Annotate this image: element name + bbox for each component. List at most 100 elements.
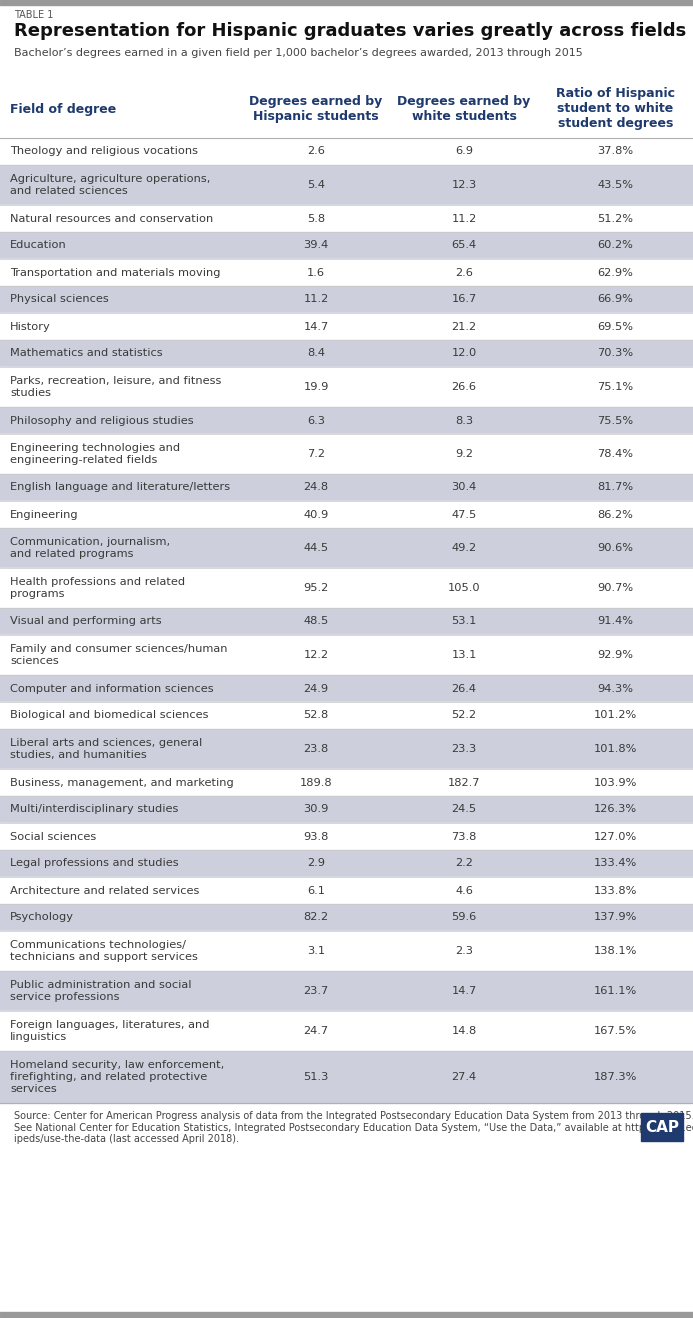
Text: Representation for Hispanic graduates varies greatly across fields: Representation for Hispanic graduates va… [14, 22, 686, 40]
Text: 16.7: 16.7 [451, 294, 477, 304]
Text: 47.5: 47.5 [451, 510, 477, 519]
Text: Engineering technologies and
engineering-related fields: Engineering technologies and engineering… [10, 443, 180, 465]
Text: Source: Center for American Progress analysis of data from the Integrated Postse: Source: Center for American Progress ana… [14, 1111, 693, 1144]
Bar [0, 286, 693, 312]
Text: 23.7: 23.7 [304, 986, 328, 996]
Text: Communications technologies/
technicians and support services: Communications technologies/ technicians… [10, 940, 198, 962]
Bar [0, 702, 693, 729]
Bar [0, 312, 693, 340]
Text: 2.6: 2.6 [455, 268, 473, 278]
Text: 75.5%: 75.5% [597, 415, 633, 426]
Bar [0, 904, 693, 931]
Bar [0, 876, 693, 904]
Bar [0, 232, 693, 260]
Bar [0, 206, 693, 232]
Text: Communication, journalism,
and related programs: Communication, journalism, and related p… [10, 538, 170, 559]
Text: 19.9: 19.9 [304, 382, 328, 391]
Text: 27.4: 27.4 [451, 1072, 477, 1082]
Bar [0, 260, 693, 286]
Text: 48.5: 48.5 [304, 617, 328, 626]
Bar [0, 1011, 693, 1050]
Text: 82.2: 82.2 [304, 912, 328, 923]
Text: 66.9%: 66.9% [597, 294, 633, 304]
Text: Ratio of Hispanic
student to white
student degrees: Ratio of Hispanic student to white stude… [556, 87, 675, 130]
Text: 93.8: 93.8 [304, 832, 328, 841]
Text: Theology and religious vocations: Theology and religious vocations [10, 146, 198, 157]
Text: 70.3%: 70.3% [597, 348, 633, 358]
Bar [0, 796, 693, 822]
Bar [641, 1112, 683, 1141]
Text: Architecture and related services: Architecture and related services [10, 886, 200, 895]
Text: Engineering: Engineering [10, 510, 78, 519]
Text: Multi/interdisciplinary studies: Multi/interdisciplinary studies [10, 804, 178, 815]
Text: Transportation and materials moving: Transportation and materials moving [10, 268, 220, 278]
Text: 90.6%: 90.6% [597, 543, 633, 554]
Bar [0, 501, 693, 529]
Text: Liberal arts and sciences, general
studies, and humanities: Liberal arts and sciences, general studi… [10, 738, 202, 759]
Text: 40.9: 40.9 [304, 510, 328, 519]
Text: 105.0: 105.0 [448, 583, 480, 593]
Text: Social sciences: Social sciences [10, 832, 96, 841]
Text: 51.3: 51.3 [304, 1072, 328, 1082]
Text: 69.5%: 69.5% [597, 322, 633, 332]
Text: History: History [10, 322, 51, 332]
Text: Visual and performing arts: Visual and performing arts [10, 617, 161, 626]
Text: 62.9%: 62.9% [597, 268, 633, 278]
Text: 126.3%: 126.3% [594, 804, 637, 815]
Text: 24.7: 24.7 [304, 1025, 328, 1036]
Text: 52.8: 52.8 [304, 710, 328, 721]
Bar [0, 165, 693, 206]
Text: 12.2: 12.2 [304, 650, 328, 660]
Text: 78.4%: 78.4% [597, 449, 633, 459]
Text: 43.5%: 43.5% [597, 181, 633, 190]
Text: 91.4%: 91.4% [597, 617, 633, 626]
Text: 53.1: 53.1 [451, 617, 477, 626]
Text: 11.2: 11.2 [304, 294, 328, 304]
Bar [0, 434, 693, 474]
Text: 133.4%: 133.4% [594, 858, 637, 869]
Text: 189.8: 189.8 [299, 778, 333, 787]
Bar [0, 635, 693, 675]
Bar [0, 80, 693, 138]
Text: 6.9: 6.9 [455, 146, 473, 157]
Text: 7.2: 7.2 [307, 449, 325, 459]
Text: 101.2%: 101.2% [594, 710, 637, 721]
Text: TABLE 1: TABLE 1 [14, 11, 53, 20]
Text: 1.6: 1.6 [307, 268, 325, 278]
Text: Mathematics and statistics: Mathematics and statistics [10, 348, 163, 358]
Bar [0, 729, 693, 768]
Text: 52.2: 52.2 [451, 710, 477, 721]
Text: 95.2: 95.2 [304, 583, 328, 593]
Text: English language and literature/letters: English language and literature/letters [10, 482, 230, 493]
Text: Foreign languages, literatures, and
linguistics: Foreign languages, literatures, and ling… [10, 1020, 209, 1041]
Text: 23.3: 23.3 [451, 743, 477, 754]
Bar [0, 608, 693, 635]
Bar [0, 568, 693, 608]
Text: 73.8: 73.8 [451, 832, 477, 841]
Text: 3.1: 3.1 [307, 946, 325, 956]
Text: 26.4: 26.4 [452, 684, 477, 693]
Text: 37.8%: 37.8% [597, 146, 633, 157]
Text: Physical sciences: Physical sciences [10, 294, 109, 304]
Text: 8.4: 8.4 [307, 348, 325, 358]
Text: 51.2%: 51.2% [597, 214, 633, 224]
Text: 4.6: 4.6 [455, 886, 473, 895]
Text: 6.1: 6.1 [307, 886, 325, 895]
Text: 2.2: 2.2 [455, 858, 473, 869]
Text: 2.3: 2.3 [455, 946, 473, 956]
Text: 90.7%: 90.7% [597, 583, 633, 593]
Text: 21.2: 21.2 [451, 322, 477, 332]
Text: Education: Education [10, 240, 67, 250]
Text: Health professions and related
programs: Health professions and related programs [10, 577, 185, 598]
Text: 11.2: 11.2 [451, 214, 477, 224]
Text: 94.3%: 94.3% [597, 684, 633, 693]
Bar [0, 971, 693, 1011]
Text: 103.9%: 103.9% [594, 778, 637, 787]
Text: 24.5: 24.5 [451, 804, 477, 815]
Bar [0, 366, 693, 407]
Bar [0, 931, 693, 971]
Text: 6.3: 6.3 [307, 415, 325, 426]
Bar [0, 407, 693, 434]
Text: 127.0%: 127.0% [594, 832, 637, 841]
Bar [0, 0, 693, 5]
